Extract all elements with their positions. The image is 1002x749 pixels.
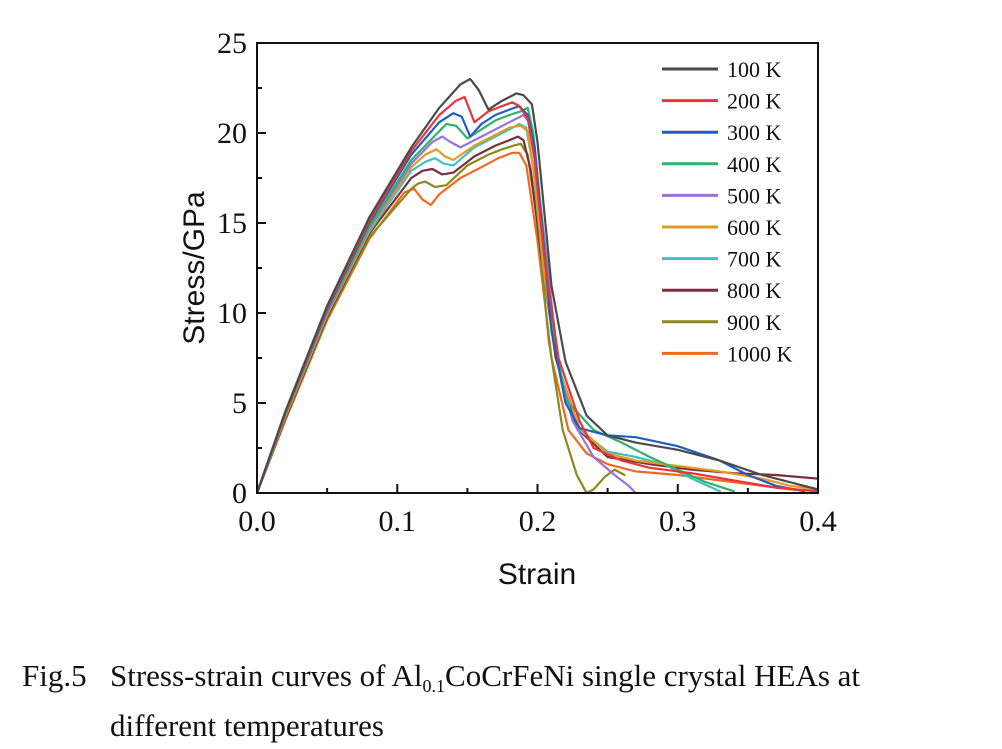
y-tick-label: 20 [217,117,247,150]
figure-number: Fig.5 [22,658,87,693]
x-tick-label: 0.2 [519,505,557,538]
legend-label: 900 K [727,310,782,335]
x-tick-label: 0.4 [799,505,837,538]
series-line-200k [257,95,818,493]
series-line-800k [257,135,818,493]
series-line-400k [257,106,735,493]
y-tick-label: 10 [217,297,247,330]
x-axis-title: Strain [498,558,576,591]
series-line-1000k [257,151,818,493]
x-tick-label: 0.1 [379,505,417,538]
y-tick-label: 15 [217,207,247,240]
series-line-900k [257,142,626,493]
y-tick-label: 25 [217,27,247,60]
legend: 100 K 200 K 300 K 400 K 500 K 600 K 700 K 800 K… [662,57,793,366]
x-tick-label: 0.3 [659,505,697,538]
y-tick-label: 0 [232,477,247,510]
caption-text-end: CoCrFeNi single crystal HEAs at [445,658,861,693]
series-layer [257,77,818,493]
figure-caption: Fig.5 Stress-strain curves of Al0.1CoCrFe… [22,656,997,746]
stress-strain-chart: 0.0 0.1 0.2 0.3 0.4 0 5 10 15 20 25 Strain Stress… [178,27,837,591]
y-tick-label: 5 [232,387,247,420]
caption-line-2: different temperatures [22,706,997,746]
legend-label: 300 K [727,120,782,145]
legend-label: 800 K [727,278,782,303]
legend-label: 400 K [727,152,782,177]
legend-label: 200 K [727,89,782,114]
y-axis-title: Stress/GPa [178,191,211,345]
caption-subscript: 0.1 [422,676,446,696]
legend-label: 600 K [727,215,782,240]
series-line-600k [257,124,818,493]
series-line-700k [257,122,721,493]
caption-text-start: Stress-strain curves of Al [110,658,423,693]
x-tick-label: 0.0 [238,505,276,538]
x-axis: 0.0 0.1 0.2 0.3 0.4 [238,484,837,538]
legend-label: 700 K [727,247,782,272]
series-line-500k [257,113,637,493]
legend-label: 100 K [727,57,782,82]
series-line-100k [257,77,818,493]
y-axis: 0 5 10 15 20 25 [217,27,266,510]
legend-label: 500 K [727,183,782,208]
caption-line-1: Fig.5 Stress-strain curves of Al0.1CoCrFe… [22,656,997,706]
caption-text-line2: different temperatures [110,708,384,743]
legend-label: 1000 K [727,341,793,366]
